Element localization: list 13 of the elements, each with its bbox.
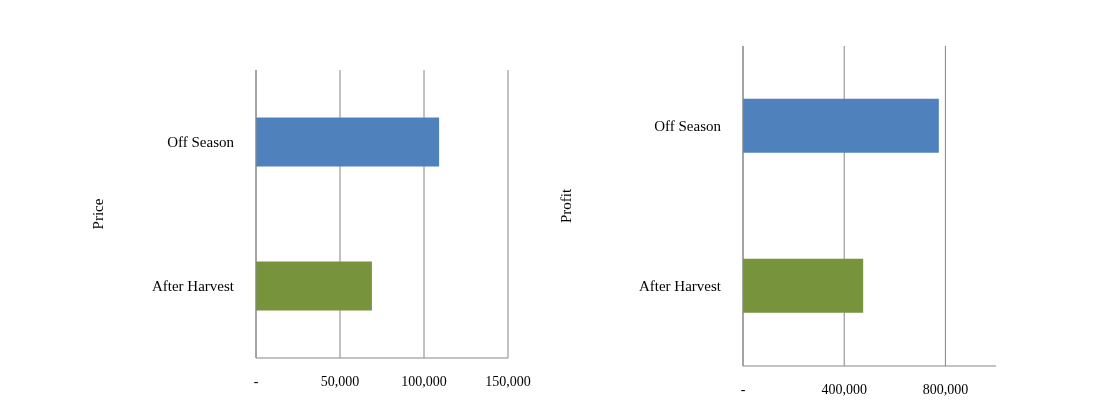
y-tick-label: After Harvest	[151, 278, 235, 295]
x-tick-label: 50,000	[320, 373, 360, 389]
y-axis-title: Price	[90, 198, 107, 230]
y-tick-label: After Harvest	[638, 278, 722, 295]
x-tick-label: 400,000	[821, 381, 867, 397]
x-tick-label: 100,000	[401, 373, 447, 389]
x-tick-label: -	[740, 381, 746, 397]
x-tick-label: 150,000	[485, 373, 531, 389]
x-tick-label: 800,000	[922, 381, 969, 397]
y-axis-title: Profit	[558, 188, 575, 224]
y-tick-label: Off Season	[167, 134, 235, 151]
y-tick-label: Off Season	[654, 118, 722, 135]
x-tick-label: -	[253, 373, 259, 389]
